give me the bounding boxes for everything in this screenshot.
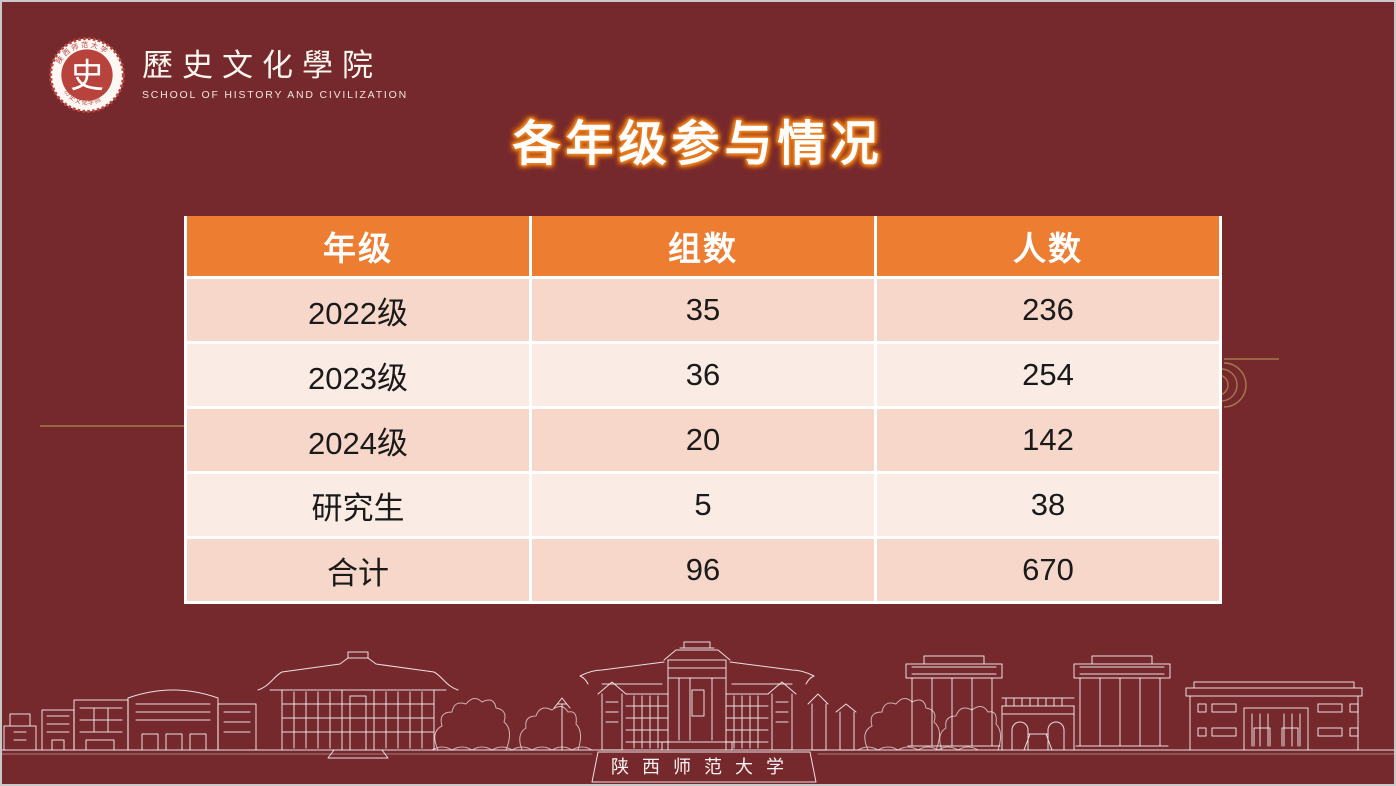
left-building-cluster	[41, 689, 257, 751]
grade-cell: 2023级	[184, 341, 532, 409]
school-name-block: 歷史文化學院 SCHOOL OF HISTORY AND CIVILIZATIO…	[142, 49, 408, 100]
university-name-text: 陕西师范大学	[611, 757, 797, 778]
school-name-chinese: 歷史文化學院	[142, 48, 382, 85]
gold-cloud-right	[1217, 362, 1247, 408]
people-cell: 142	[874, 406, 1222, 474]
groups-cell: 96	[529, 536, 877, 604]
table-row-2023: 2023级 36 254	[184, 341, 1222, 409]
participation-table-container: 年级 组数 人数 2022级 35 236 2023级 36 254 2024级	[184, 216, 1222, 604]
right-building	[1185, 681, 1363, 751]
table-row-total: 合计 96 670	[184, 536, 1222, 604]
grade-cell: 合计	[184, 536, 532, 604]
grade-cell: 2022级	[184, 276, 532, 344]
people-cell: 254	[874, 341, 1222, 409]
participation-table: 年级 组数 人数 2022级 35 236 2023级 36 254 2024级	[184, 216, 1222, 604]
groups-column-header: 组数	[529, 216, 877, 279]
ground-line	[2, 749, 1394, 755]
table-header-row: 年级 组数 人数	[184, 216, 1222, 279]
table-row-2022: 2022级 35 236	[184, 276, 1222, 344]
trees-right	[857, 698, 1002, 751]
school-seal-icon: 陕西师范大学 历史文化学院 史	[49, 37, 125, 113]
groups-cell: 5	[529, 471, 877, 539]
groups-cell: 20	[529, 406, 877, 474]
street-lamp-icon	[553, 697, 571, 751]
gate-wall	[3, 713, 37, 751]
pavilion-buildings	[905, 655, 1171, 751]
campus-skyline-illustration: 陕西师范大学	[2, 641, 1394, 783]
groups-cell: 35	[529, 276, 877, 344]
grade-column-header: 年级	[184, 216, 532, 279]
groups-cell: 36	[529, 341, 877, 409]
seal-character: 史	[70, 56, 104, 95]
university-nameplate: 陕西师范大学	[591, 751, 817, 783]
table-row-2024: 2024级 20 142	[184, 406, 1222, 474]
people-cell: 670	[874, 536, 1222, 604]
school-logo: 陕西师范大学 历史文化学院 史 歷史文化學院 SCHOOL OF HISTORY…	[48, 36, 408, 114]
main-library-building	[579, 641, 857, 751]
people-column-header: 人数	[874, 216, 1222, 279]
table-row-graduate: 研究生 5 38	[184, 471, 1222, 539]
school-name-english: SCHOOL OF HISTORY AND CIVILIZATION	[142, 88, 408, 101]
people-cell: 38	[874, 471, 1222, 539]
people-cell: 236	[874, 276, 1222, 344]
grade-cell: 2024级	[184, 406, 532, 474]
eave-roof-building	[257, 651, 459, 759]
grade-cell: 研究生	[184, 471, 532, 539]
slide-title: 各年级参与情况	[512, 118, 884, 171]
